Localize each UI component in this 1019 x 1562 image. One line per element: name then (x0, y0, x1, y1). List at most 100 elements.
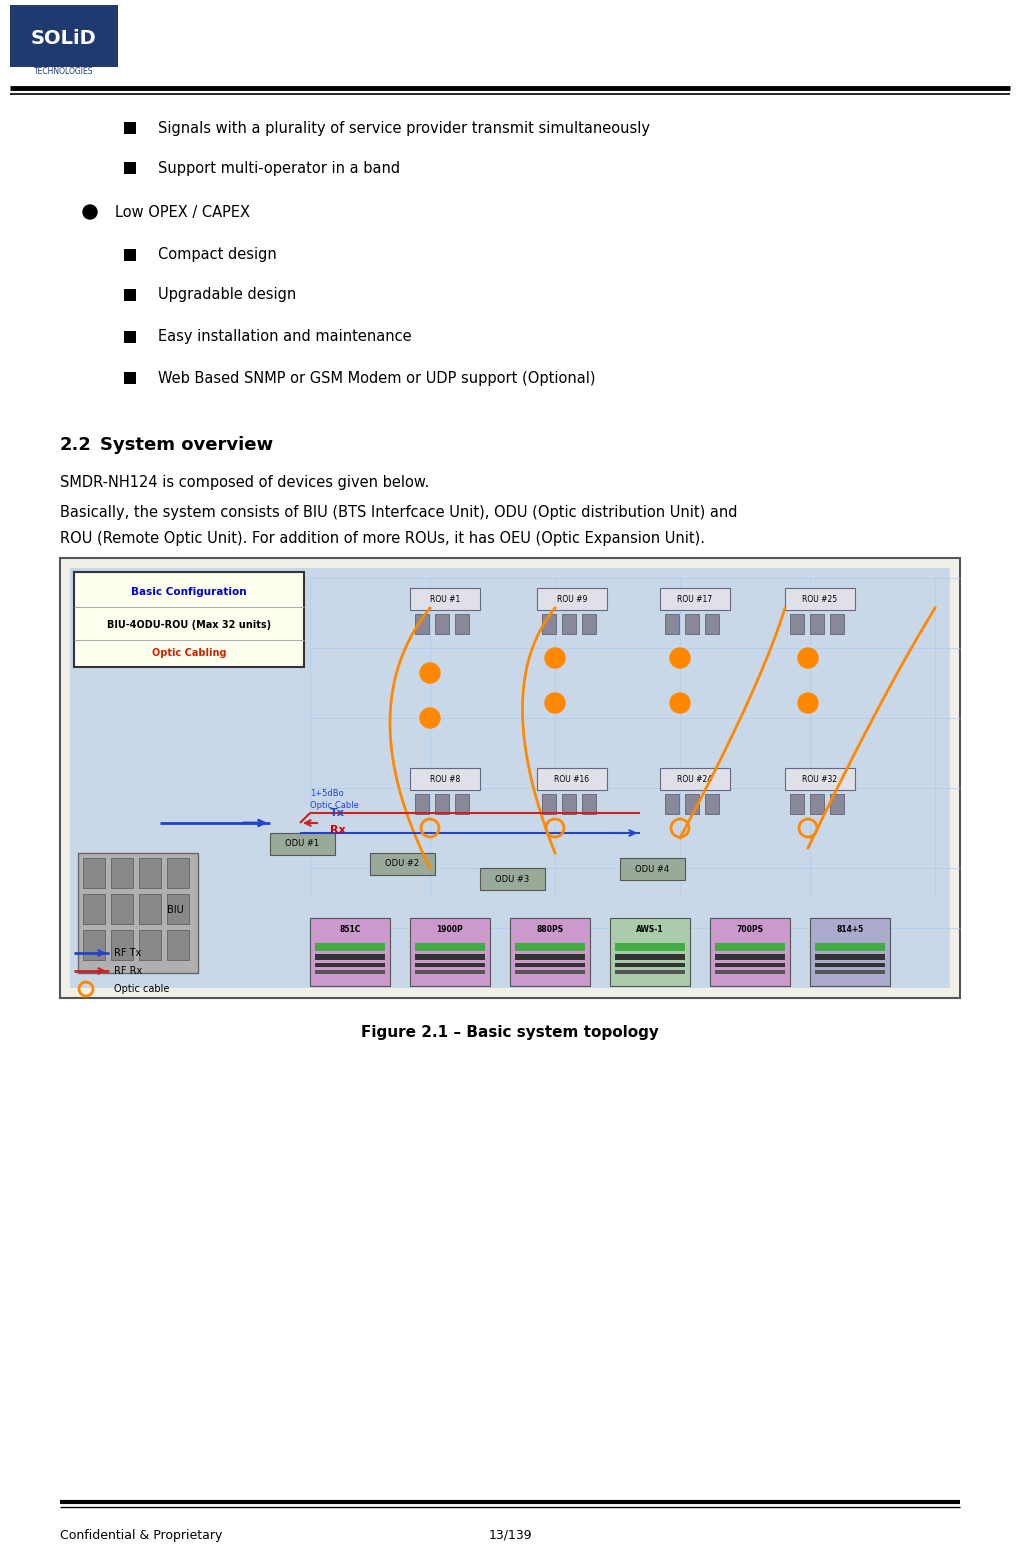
Text: SMDR-NH124 is composed of devices given below.: SMDR-NH124 is composed of devices given … (60, 475, 429, 490)
Bar (561, 793, 576, 814)
Bar (714, 943, 785, 951)
Text: ROU #16: ROU #16 (554, 775, 589, 784)
Circle shape (797, 648, 817, 669)
Bar (536, 769, 606, 790)
Bar (124, 372, 136, 384)
Bar (829, 793, 843, 814)
Bar (83, 858, 105, 889)
Bar (685, 793, 698, 814)
Circle shape (544, 648, 565, 669)
Text: Optic cable: Optic cable (114, 984, 169, 993)
Bar (614, 964, 685, 967)
Bar (124, 248, 136, 261)
Bar (614, 970, 685, 975)
Bar (60, 558, 959, 998)
Bar (10, 5, 118, 67)
Bar (124, 331, 136, 344)
Bar (704, 614, 718, 634)
Bar (785, 769, 854, 790)
Bar (410, 918, 489, 986)
Text: Tx: Tx (330, 808, 344, 818)
Bar (124, 162, 136, 173)
Text: Basically, the system consists of BIU (BTS Interfcace Unit), ODU (Optic distribu: Basically, the system consists of BIU (B… (60, 506, 737, 520)
Bar (167, 858, 189, 889)
Bar (415, 614, 429, 634)
Bar (434, 614, 448, 634)
Text: Optic Cable: Optic Cable (310, 801, 359, 811)
Circle shape (420, 662, 439, 683)
Text: Upgradable design: Upgradable design (158, 287, 296, 303)
Bar (415, 964, 484, 967)
Bar (814, 964, 884, 967)
Circle shape (544, 694, 565, 712)
Circle shape (420, 708, 439, 728)
Text: RF Rx: RF Rx (114, 965, 142, 976)
Bar (809, 918, 890, 986)
Bar (480, 868, 544, 890)
Bar (77, 853, 198, 973)
Bar (111, 858, 132, 889)
Text: ODU #4: ODU #4 (634, 864, 668, 873)
Bar (315, 943, 384, 951)
Bar (714, 954, 785, 961)
Bar (315, 970, 384, 975)
Text: 1+5dBo: 1+5dBo (310, 789, 343, 798)
Circle shape (669, 648, 689, 669)
Bar (124, 289, 136, 301)
Text: TECHNOLOGIES: TECHNOLOGIES (35, 67, 94, 77)
Text: 814+5: 814+5 (836, 926, 863, 934)
Bar (664, 614, 679, 634)
Bar (814, 970, 884, 975)
Text: Support multi-operator in a band: Support multi-operator in a band (158, 161, 399, 175)
Text: RF Tx: RF Tx (114, 948, 141, 958)
Text: SOLiD: SOLiD (32, 28, 97, 47)
Text: ROU (Remote Optic Unit). For addition of more ROUs, it has OEU (Optic Expansion : ROU (Remote Optic Unit). For addition of… (60, 531, 704, 545)
Bar (790, 614, 803, 634)
Bar (315, 954, 384, 961)
Bar (814, 954, 884, 961)
Text: Rx: Rx (330, 825, 345, 836)
Bar (664, 793, 679, 814)
Text: ROU #32: ROU #32 (802, 775, 837, 784)
Bar (620, 858, 685, 879)
Bar (609, 918, 689, 986)
Bar (814, 943, 884, 951)
Bar (515, 970, 585, 975)
Bar (167, 929, 189, 961)
Bar (70, 569, 949, 989)
Bar (415, 793, 429, 814)
Bar (515, 964, 585, 967)
Bar (167, 893, 189, 925)
Text: 880PS: 880PS (536, 926, 564, 934)
Bar (83, 893, 105, 925)
Bar (454, 614, 469, 634)
Text: Web Based SNMP or GSM Modem or UDP support (Optional): Web Based SNMP or GSM Modem or UDP suppo… (158, 370, 595, 386)
Text: Confidential & Proprietary: Confidential & Proprietary (60, 1529, 222, 1542)
Bar (124, 122, 136, 134)
Bar (515, 943, 585, 951)
Bar (415, 943, 484, 951)
Text: Figure 2.1 – Basic system topology: Figure 2.1 – Basic system topology (361, 1026, 658, 1040)
Text: 2.2: 2.2 (60, 436, 92, 455)
Bar (714, 964, 785, 967)
Text: 13/139: 13/139 (488, 1529, 531, 1542)
Text: ROU #8: ROU #8 (429, 775, 460, 784)
Text: Optic Cabling: Optic Cabling (152, 648, 226, 658)
Bar (111, 893, 132, 925)
Bar (790, 793, 803, 814)
Bar (809, 793, 823, 814)
Bar (111, 929, 132, 961)
Bar (561, 614, 576, 634)
Bar (510, 918, 589, 986)
Bar (704, 793, 718, 814)
Bar (83, 929, 105, 961)
Text: ROU #9: ROU #9 (556, 595, 587, 603)
Text: ODU #3: ODU #3 (494, 875, 529, 884)
Bar (709, 918, 790, 986)
Bar (139, 858, 161, 889)
Bar (315, 964, 384, 967)
Bar (614, 954, 685, 961)
Bar (785, 587, 854, 611)
Text: Easy installation and maintenance: Easy installation and maintenance (158, 330, 412, 345)
Text: 851C: 851C (339, 926, 361, 934)
